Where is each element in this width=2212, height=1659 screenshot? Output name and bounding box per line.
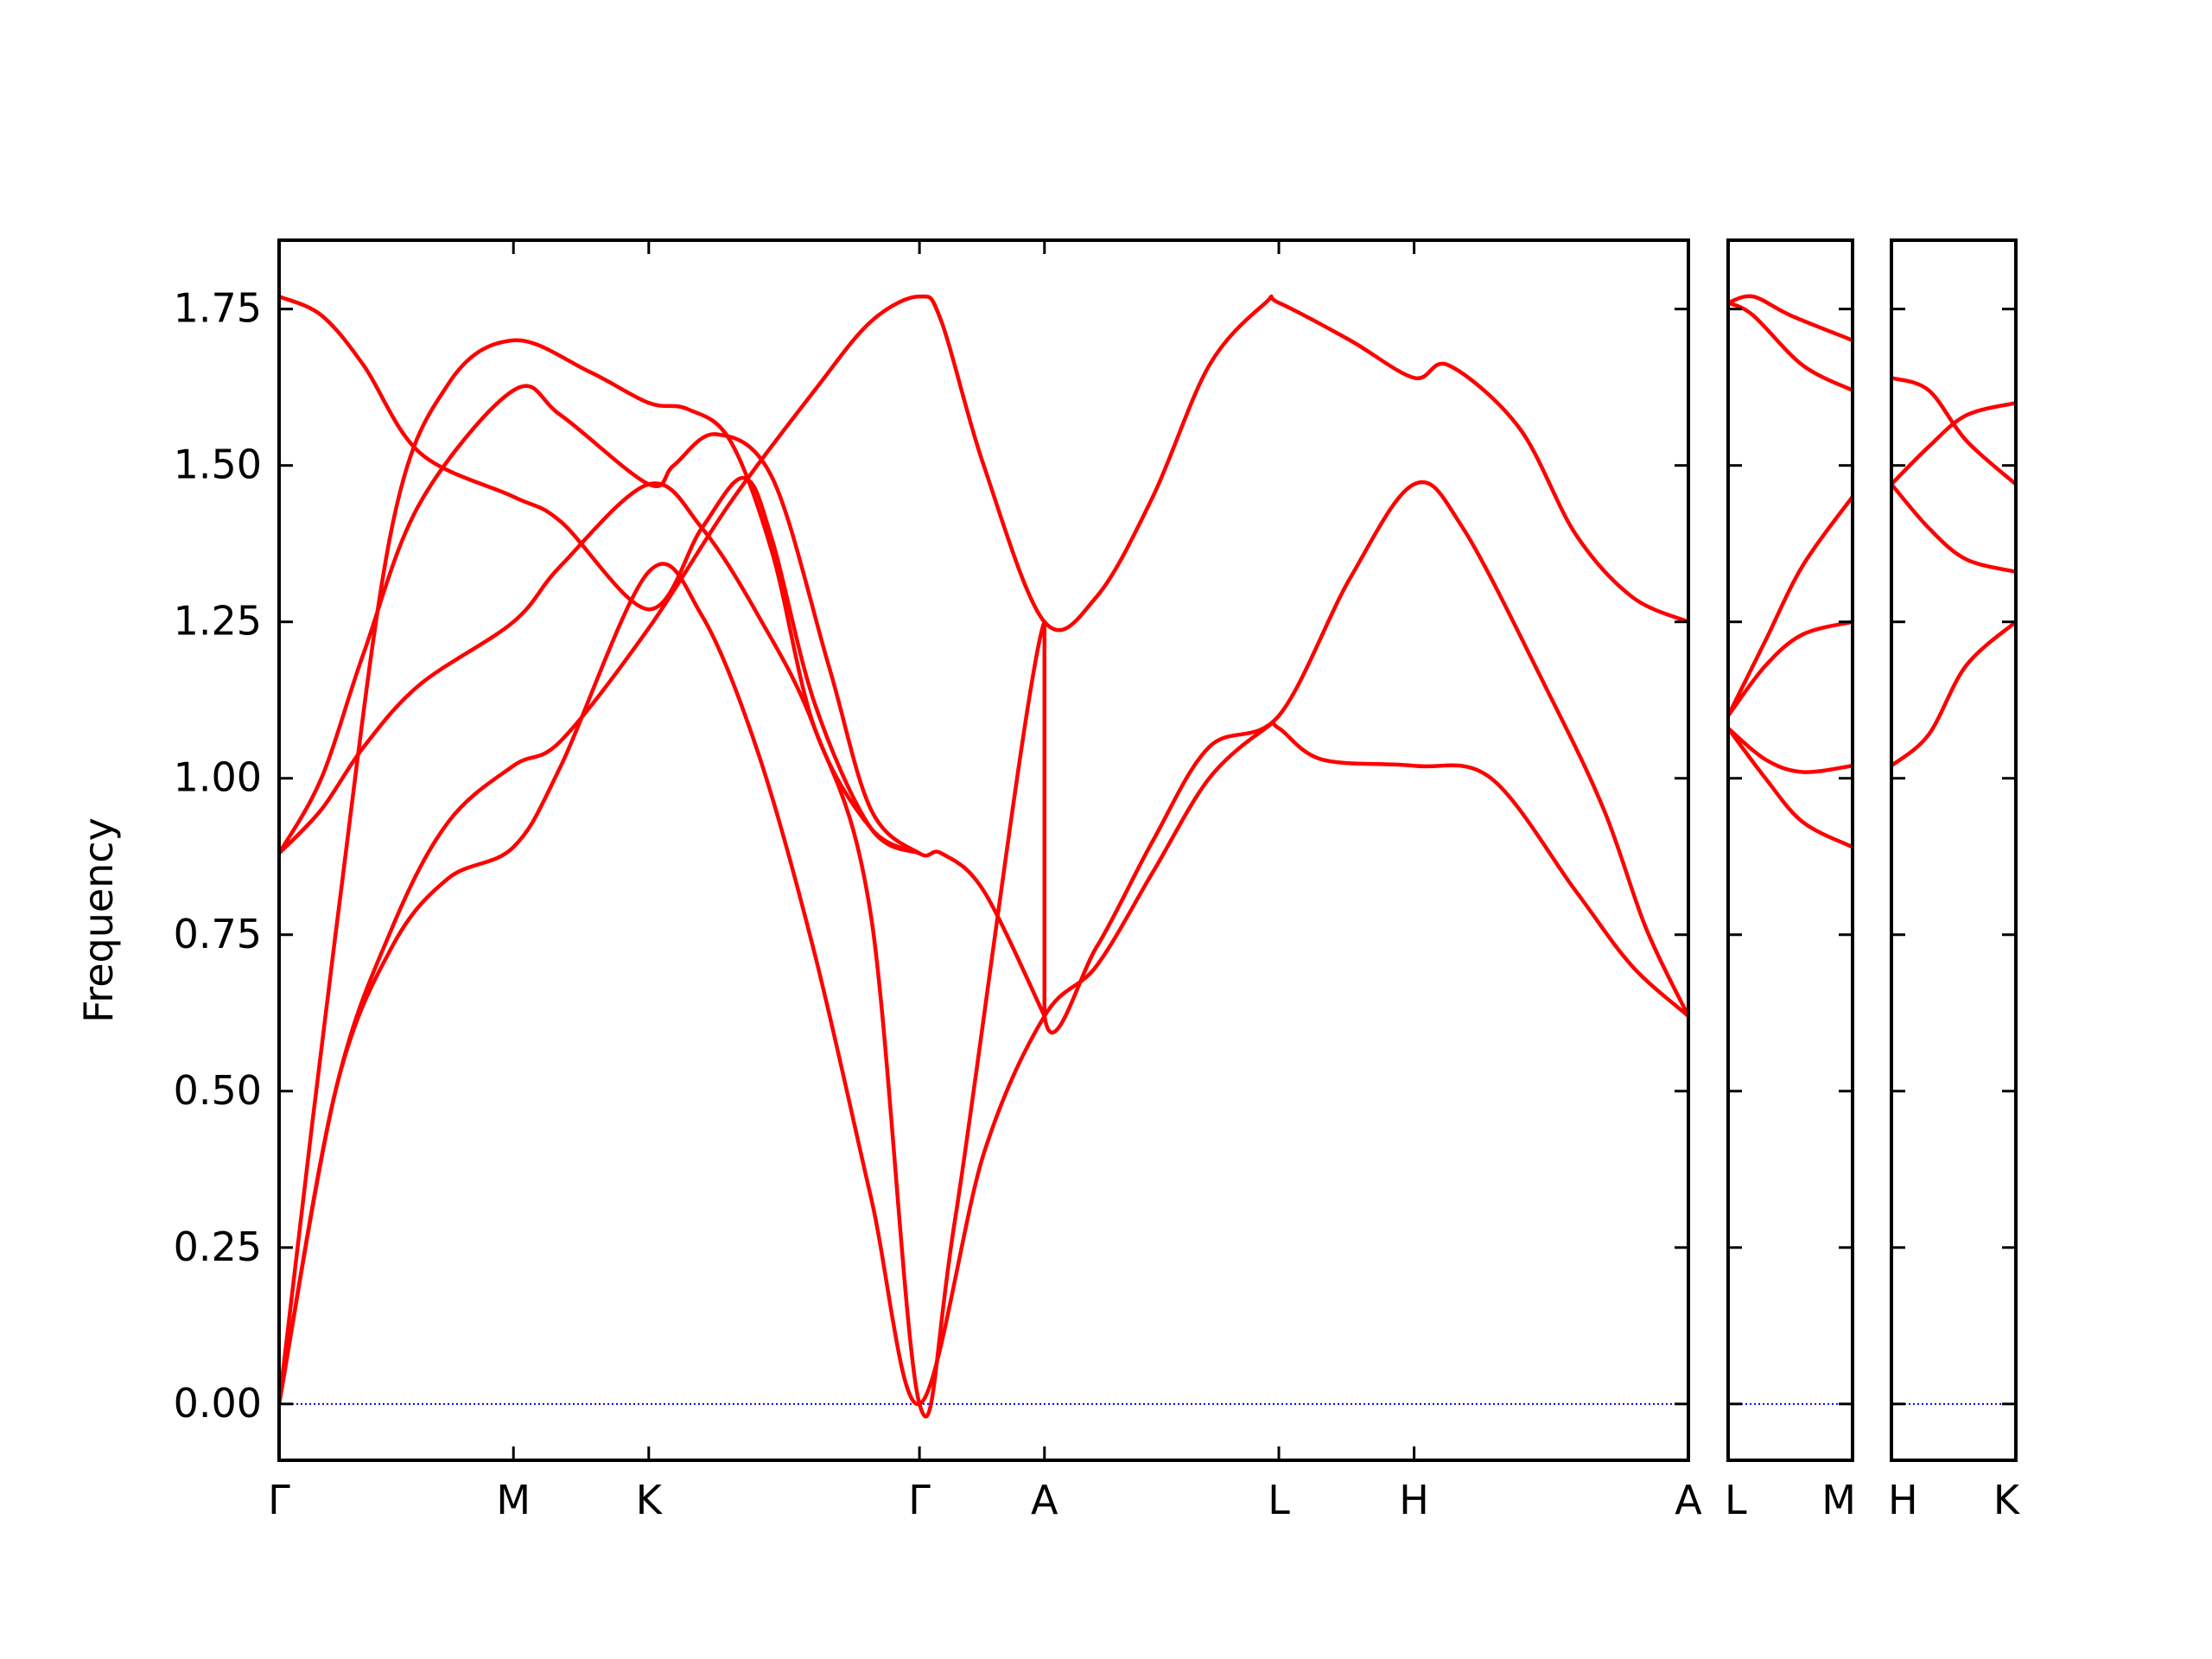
y-tick-label: 1.25: [174, 598, 262, 645]
band-line: [1891, 620, 2016, 768]
y-tick-label: 1.50: [174, 442, 262, 488]
band-line: [279, 562, 1688, 1407]
band-line: [1728, 726, 1853, 849]
band-line: [279, 294, 1688, 1407]
bands: [279, 294, 1688, 1419]
band-line: [1891, 482, 2016, 575]
y-tick-label: 0.25: [174, 1224, 262, 1270]
band-line: [1728, 494, 1853, 718]
x-tick-label: L: [1268, 1477, 1290, 1523]
x-tick-label: L: [1725, 1477, 1747, 1523]
y-axis-label: Frequency: [75, 817, 122, 1023]
band-line: [1728, 294, 1853, 343]
bands: [1728, 294, 1853, 849]
panel-frame: [277, 238, 1690, 1462]
x-tick-label: A: [1031, 1477, 1058, 1523]
x-tick-label: Γ: [268, 1477, 290, 1523]
panel-frame: [1726, 238, 1854, 1462]
band-line: [1728, 726, 1853, 774]
y-tick-label: 0.75: [174, 911, 262, 957]
x-tick-label: K: [1993, 1477, 2021, 1523]
x-tick-label: Γ: [908, 1477, 931, 1523]
band-line: [1891, 376, 2016, 486]
bands: [1891, 376, 2016, 768]
x-tick-label: H: [1399, 1477, 1429, 1523]
panel-frame: [1890, 238, 2018, 1462]
y-tick-label: 1.00: [174, 754, 262, 801]
band-line: [1891, 401, 2016, 486]
band-line: [1728, 620, 1853, 718]
band-line: [279, 294, 922, 855]
x-tick-label: M: [496, 1477, 531, 1523]
y-tick-label: 0.00: [174, 1380, 262, 1427]
y-tick-label: 0.50: [174, 1067, 262, 1114]
band-line: [279, 480, 1688, 1419]
band-line: [279, 338, 922, 1407]
x-tick-label: M: [1821, 1477, 1856, 1523]
band-line: [1728, 301, 1853, 393]
y-tick-labels: 0.00 0.25 0.50 0.75 1.00 1.25 1.50 1.75: [174, 285, 262, 1427]
x-tick-label: A: [1675, 1477, 1702, 1523]
y-tick-label: 1.75: [174, 285, 262, 332]
x-tick-label: H: [1888, 1477, 1918, 1523]
x-tick-label: K: [636, 1477, 664, 1523]
